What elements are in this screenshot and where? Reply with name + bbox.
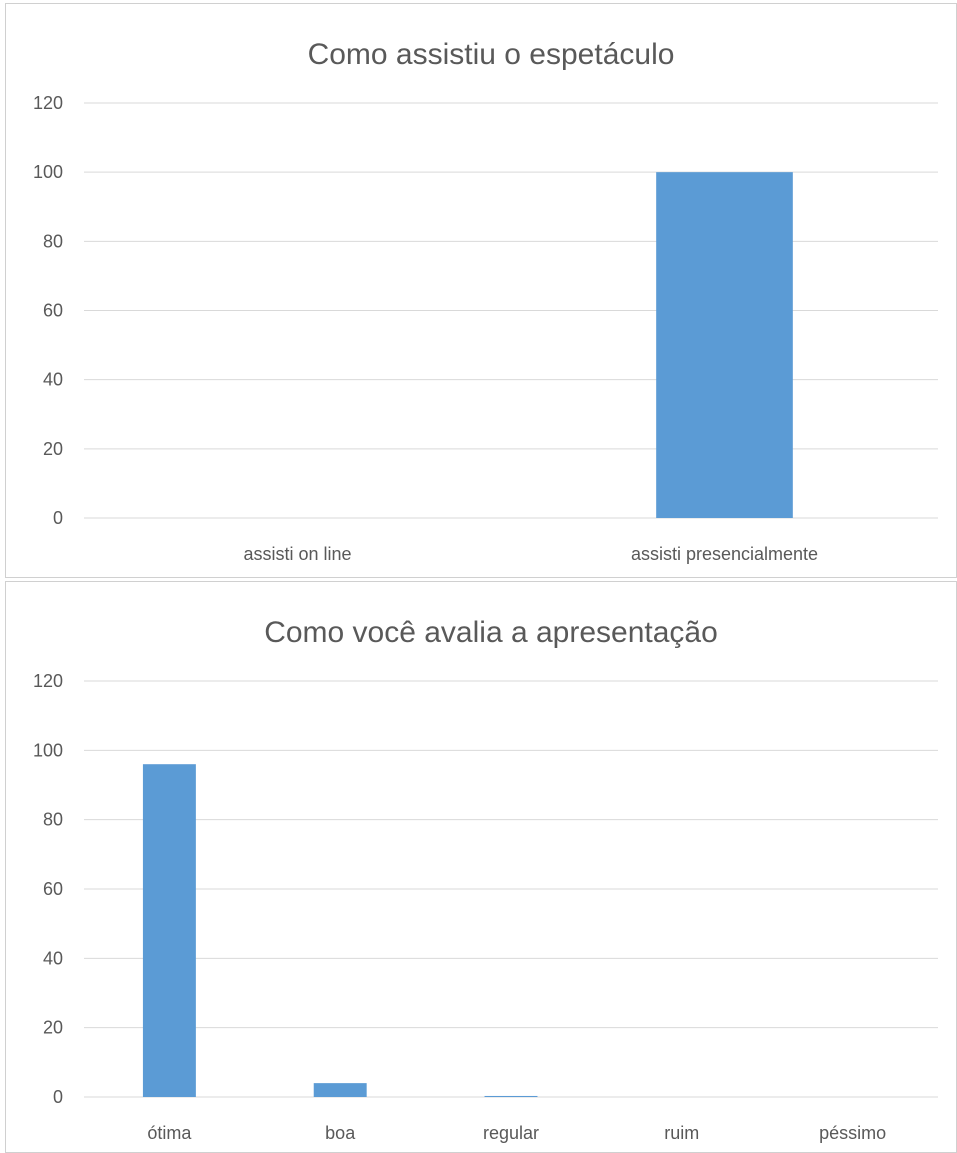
category-label: boa [325,1123,356,1143]
y-tick-label: 120 [33,671,63,691]
y-tick-label: 0 [53,508,63,528]
chart-presence: Como assistiu o espetáculo 0 20 40 60 80 100 1… [5,3,957,578]
chart-presence-svg: Como assistiu o espetáculo 0 20 40 60 80 100 1… [33,38,938,564]
category-label: assisti on line [243,544,351,564]
bar [142,764,196,1097]
y-tick-label: 60 [43,301,63,321]
category-label: péssimo [819,1123,886,1143]
chart-title: Como assistiu o espetáculo [308,38,675,71]
bar [313,1083,367,1097]
y-tick-label: 120 [33,93,63,113]
bar [484,1095,538,1097]
chart-title: Como você avalia a apresentação [264,616,718,649]
y-tick-label: 20 [43,1018,63,1038]
category-label: regular [483,1123,539,1143]
category-label: assisti presencialmente [631,544,818,564]
y-tick-label: 20 [43,439,63,459]
y-tick-label: 60 [43,879,63,899]
chart-rating-svg: Como você avalia a apresentação 0 20 40 60 8… [33,616,938,1143]
category-label: ruim [664,1123,699,1143]
y-tick-label: 100 [33,162,63,182]
y-tick-label: 100 [33,740,63,760]
y-tick-label: 40 [43,948,63,968]
y-tick-label: 80 [43,231,63,251]
y-tick-label: 40 [43,370,63,390]
y-tick-label: 80 [43,810,63,830]
chart-rating: Como você avalia a apresentação 0 20 40 60 8… [5,581,957,1153]
bar [656,172,793,518]
category-label: ótima [147,1123,192,1143]
y-tick-label: 0 [53,1087,63,1107]
